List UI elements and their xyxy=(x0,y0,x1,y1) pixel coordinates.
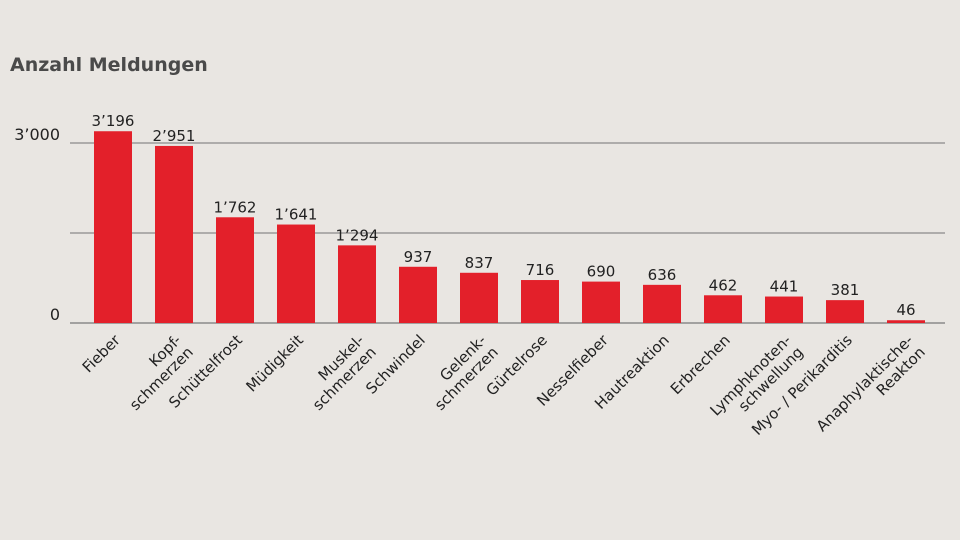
data-label: 716 xyxy=(526,261,555,279)
data-label: 2’951 xyxy=(153,127,196,145)
y-tick-label: 3’000 xyxy=(14,125,60,144)
bar xyxy=(216,217,254,323)
y-tick-label: 0 xyxy=(50,305,60,324)
data-label: 636 xyxy=(648,266,677,284)
bar xyxy=(460,272,498,323)
category-label: Müdigkeit xyxy=(242,331,306,395)
data-label: 462 xyxy=(709,276,738,294)
y-axis-label: Anzahl Meldungen xyxy=(10,54,208,76)
data-label: 3’196 xyxy=(92,112,135,130)
bar xyxy=(643,284,681,323)
bar xyxy=(704,295,742,323)
data-label: 1’641 xyxy=(275,206,318,224)
category-label: Muskel-schmerzen xyxy=(297,331,380,414)
bar xyxy=(887,320,925,323)
data-label: 381 xyxy=(831,281,860,299)
bar xyxy=(155,145,193,323)
category-label: Gelenk-schmerzen xyxy=(419,331,502,414)
data-label: 46 xyxy=(896,301,915,319)
data-label: 441 xyxy=(770,278,799,296)
bar xyxy=(765,296,803,323)
bar xyxy=(582,281,620,323)
bar xyxy=(277,224,315,323)
data-label: 690 xyxy=(587,263,616,281)
bar xyxy=(94,131,132,323)
data-label: 1’294 xyxy=(336,226,379,244)
category-label: Fieber xyxy=(79,331,125,377)
bar xyxy=(399,266,437,323)
data-label: 937 xyxy=(404,248,433,266)
bar xyxy=(826,300,864,323)
data-label: 1’762 xyxy=(214,198,257,216)
category-label: Schwindel xyxy=(362,331,429,398)
data-label: 837 xyxy=(465,254,494,272)
bar xyxy=(338,245,376,323)
bar xyxy=(521,280,559,323)
